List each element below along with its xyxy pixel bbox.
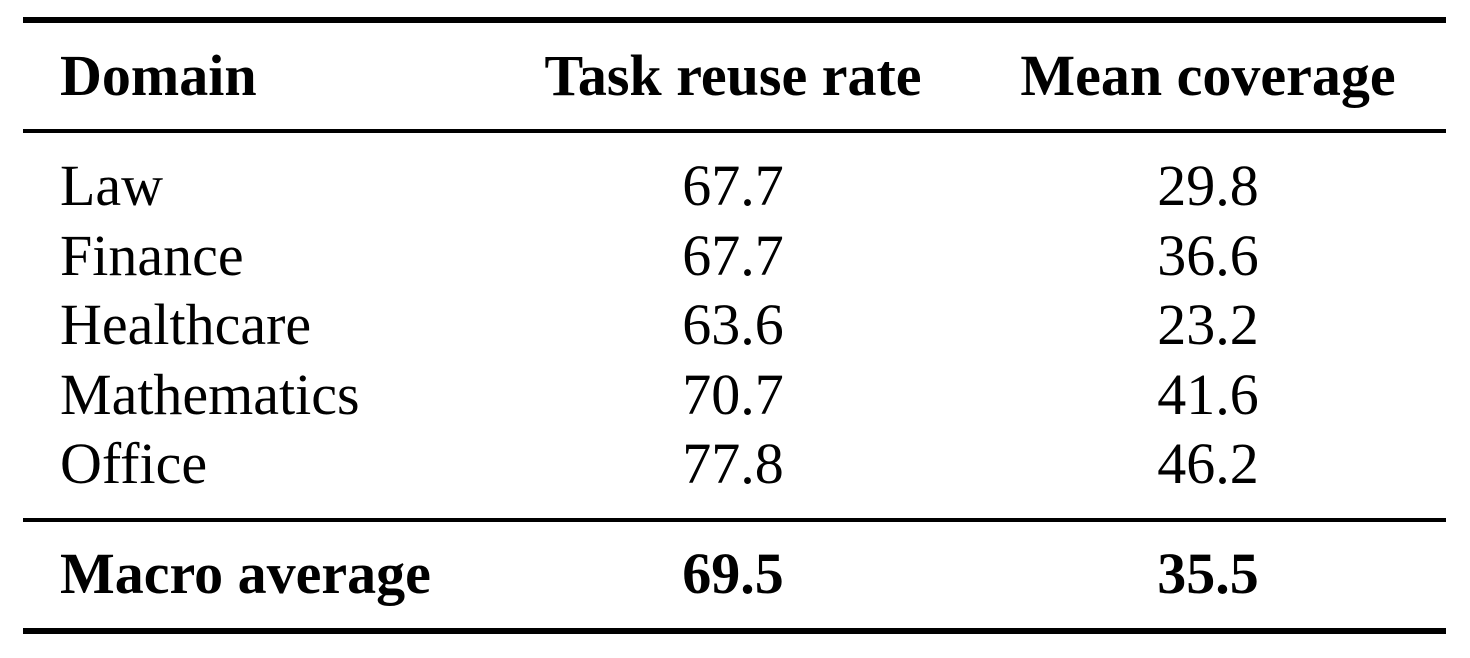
cell: Healthcare [60,292,312,357]
mid-rule [23,129,1446,133]
header-cell: Domain [60,43,257,108]
cell: 77.8 [682,431,784,496]
cell: 67.7 [682,153,784,218]
footer-cell: Macro average [60,541,431,606]
cell: 70.7 [682,361,784,427]
cell: Mathematics [60,361,360,427]
cell: 46.2 [1157,431,1259,496]
footer-cell: 69.5 [682,541,784,606]
mid-rule [23,518,1446,522]
cell: 67.7 [682,222,784,288]
cell: 63.6 [682,292,784,357]
bottom-rule [23,628,1446,634]
header-cell: Mean coverage [1020,43,1396,108]
cell: Finance [60,222,244,288]
top-rule [23,17,1446,23]
footer-cell: 35.5 [1157,541,1259,606]
cell: 29.8 [1157,153,1259,218]
header-cell: Task reuse rate [544,43,922,108]
cell: 36.6 [1157,222,1259,288]
cell: 41.6 [1157,361,1259,427]
cell: Office [60,431,208,496]
cell: 23.2 [1157,292,1259,357]
cell: Law [60,153,164,218]
